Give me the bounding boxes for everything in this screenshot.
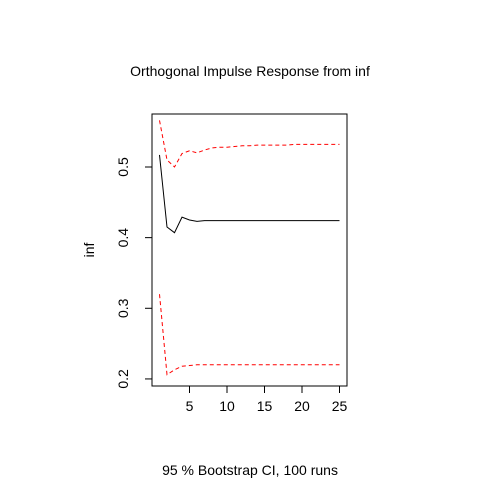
y-tick-label: 0.5 — [115, 157, 131, 177]
y-tick-label: 0.3 — [115, 298, 131, 318]
x-tick-label: 5 — [186, 398, 194, 414]
x-axis-label: 95 % Bootstrap CI, 100 runs — [162, 462, 338, 478]
y-axis: 0.2 0.3 0.4 0.5 — [115, 157, 153, 389]
y-tick-label: 0.2 — [115, 369, 131, 389]
y-axis-label: inf — [81, 243, 97, 258]
x-tick-label: 15 — [257, 398, 273, 414]
y-tick-label: 0.4 — [115, 228, 131, 248]
series-line-lower-ci — [159, 294, 340, 376]
series-line-upper-ci — [159, 120, 340, 168]
series-line-response — [159, 154, 340, 234]
x-tick-label: 10 — [219, 398, 235, 414]
x-tick-label: 25 — [332, 398, 348, 414]
x-axis: 5 10 15 20 25 — [186, 385, 348, 414]
chart-title: Orthogonal Impulse Response from inf — [130, 63, 370, 79]
x-tick-label: 20 — [294, 398, 310, 414]
series-layer — [159, 120, 340, 376]
